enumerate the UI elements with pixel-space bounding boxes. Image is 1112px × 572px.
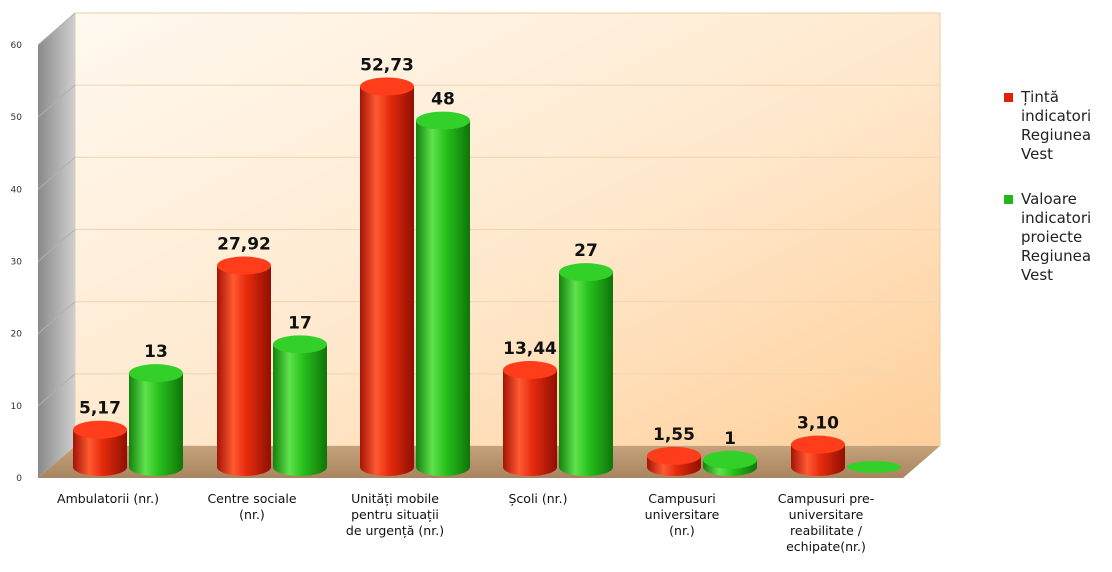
bar-target (647, 446, 701, 476)
y-tick-label: 10 (11, 402, 23, 412)
bar-top (847, 461, 901, 473)
bar-target (217, 256, 271, 476)
bar-target (791, 435, 845, 476)
category-label: Unități mobile pentru situații de urgență … (346, 491, 444, 538)
gridline-side (37, 301, 76, 335)
data-label: 17 (288, 313, 312, 333)
y-tick-label: 60 (11, 41, 23, 51)
bar-top (129, 364, 183, 383)
category-label: Campusuri pre-universitare reabilitate / e… (778, 491, 874, 554)
bar-actual (847, 461, 901, 473)
gridline-side (37, 373, 76, 407)
bar-body (273, 344, 327, 476)
data-label: 1,55 (653, 425, 695, 445)
bar-top (791, 435, 845, 454)
bar-top (647, 446, 701, 465)
legend-item-actual: Valoare indicatori proiecte Regiunea Ves… (1004, 190, 1109, 285)
y-tick-label: 0 (16, 474, 22, 484)
category-label: Centre sociale (nr.) (207, 491, 296, 522)
legend-swatch-target (1004, 93, 1013, 102)
data-label: 3,10 (797, 414, 839, 434)
bar-top (360, 77, 414, 96)
legend-label-actual: Valoare indicatori proiecte Regiunea Ves… (1021, 190, 1092, 284)
bar-body (559, 272, 613, 476)
bar-top (559, 263, 613, 282)
legend-label-target: Țintă indicatori Regiunea Vest (1021, 88, 1092, 163)
gridline-side (37, 84, 76, 118)
bar-top (217, 256, 271, 275)
bar-body (791, 444, 845, 476)
data-label: 27 (574, 241, 598, 261)
data-label: 52,73 (360, 55, 414, 75)
category-label: Ambulatorii (nr.) (57, 491, 159, 506)
bar-actual (559, 263, 613, 476)
y-tick-label: 40 (11, 185, 23, 195)
bar-target (503, 361, 557, 476)
y-tick-label: 20 (11, 330, 23, 340)
bar-top (503, 361, 557, 380)
bar-body (73, 429, 127, 476)
bar-target (360, 77, 414, 477)
y-tick-label: 50 (11, 113, 23, 123)
bar-actual (703, 450, 757, 476)
bar-actual (273, 335, 327, 476)
bar-body (503, 370, 557, 476)
data-label: 5,17 (79, 399, 121, 419)
bar-actual (416, 111, 470, 476)
data-label: 27,92 (217, 235, 271, 255)
bar-body (217, 265, 271, 476)
data-label: 48 (431, 90, 455, 110)
bar-top (703, 450, 757, 469)
bar-body (129, 373, 183, 476)
gridline-side (37, 229, 76, 262)
bar-top (416, 111, 470, 130)
bar-body (416, 120, 470, 476)
bar-body (360, 86, 414, 477)
bar-top (73, 420, 127, 439)
data-label: 13 (144, 342, 168, 362)
data-label: 13,44 (503, 339, 557, 359)
data-label: 1 (724, 429, 736, 449)
legend-swatch-actual (1004, 195, 1013, 204)
category-label: Campusuri universitare (nr.) (645, 491, 720, 538)
gridline-side (37, 156, 76, 190)
bar-top (273, 335, 327, 354)
legend: Țintă indicatori Regiunea Vest Valoare i… (1004, 88, 1109, 311)
bar-actual (129, 364, 183, 476)
y-tick-label: 30 (11, 258, 23, 268)
bar-target (73, 420, 127, 476)
gridline-side (37, 12, 76, 46)
category-label: Școli (nr.) (508, 491, 567, 506)
legend-item-target: Țintă indicatori Regiunea Vest (1004, 88, 1109, 164)
